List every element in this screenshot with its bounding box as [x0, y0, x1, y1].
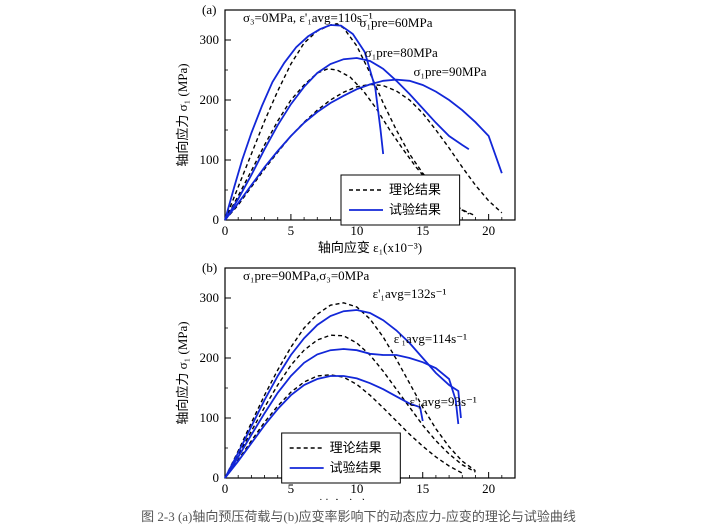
- annotation: ε'₁avg=93s⁻¹: [410, 394, 477, 409]
- annotation: ε'₁avg=132s⁻¹: [373, 286, 447, 301]
- panel-(b): 051015200100200300轴向应变 ε₁(x10⁻³)轴向应力 σ₁ …: [175, 260, 515, 500]
- annotation: ε'₁avg=114s⁻¹: [394, 331, 467, 346]
- panel-(a): 051015200100200300轴向应变 ε₁(x10⁻³)轴向应力 σ₁ …: [175, 2, 515, 255]
- annotation: σ₁pre=90MPa: [414, 64, 487, 79]
- xtick-label: 15: [416, 481, 429, 496]
- legend-label: 理论结果: [389, 182, 441, 197]
- ytick-label: 300: [200, 32, 220, 47]
- panel-tag: (b): [202, 260, 217, 275]
- annotation: σ₁pre=60MPa: [359, 15, 432, 30]
- legend: 理论结果试验结果: [282, 433, 401, 483]
- xtick-label: 20: [482, 223, 495, 238]
- ytick-label: 300: [200, 290, 220, 305]
- xlabel: 轴向应变 ε₁(x10⁻³): [318, 240, 422, 255]
- xtick-label: 0: [222, 223, 229, 238]
- ytick-label: 200: [200, 350, 220, 365]
- ytick-label: 100: [200, 152, 220, 167]
- ytick-label: 0: [213, 470, 220, 485]
- legend: 理论结果试验结果: [341, 175, 460, 225]
- xlabel: 轴向应变 ε₁(x10⁻³): [318, 498, 422, 500]
- annotation: σ₁pre=80MPa: [365, 45, 438, 60]
- panel-note: σ₁pre=90MPa,σ₃=0MPa: [243, 268, 369, 283]
- figure-caption: 图 2-3 (a)轴向预压荷载与(b)应变率影响下的动态应力-应变的理论与试验曲…: [0, 506, 717, 525]
- xtick-label: 20: [482, 481, 495, 496]
- xtick-label: 5: [288, 223, 295, 238]
- panel-tag: (a): [202, 2, 216, 17]
- ytick-label: 200: [200, 92, 220, 107]
- panel-note: σ₃=0MPa, ε'₁avg=110s⁻¹: [243, 10, 373, 25]
- ylabel: 轴向应力 σ₁ (MPa): [175, 63, 190, 166]
- ytick-label: 0: [213, 212, 220, 227]
- figure-container: 051015200100200300轴向应变 ε₁(x10⁻³)轴向应力 σ₁ …: [0, 0, 717, 525]
- legend-label: 试验结果: [330, 460, 382, 475]
- ylabel: 轴向应力 σ₁ (MPa): [175, 321, 190, 424]
- legend-label: 理论结果: [330, 440, 382, 455]
- xtick-label: 0: [222, 481, 229, 496]
- ytick-label: 100: [200, 410, 220, 425]
- legend-label: 试验结果: [389, 202, 441, 217]
- stress-strain-charts: 051015200100200300轴向应变 ε₁(x10⁻³)轴向应力 σ₁ …: [0, 0, 717, 500]
